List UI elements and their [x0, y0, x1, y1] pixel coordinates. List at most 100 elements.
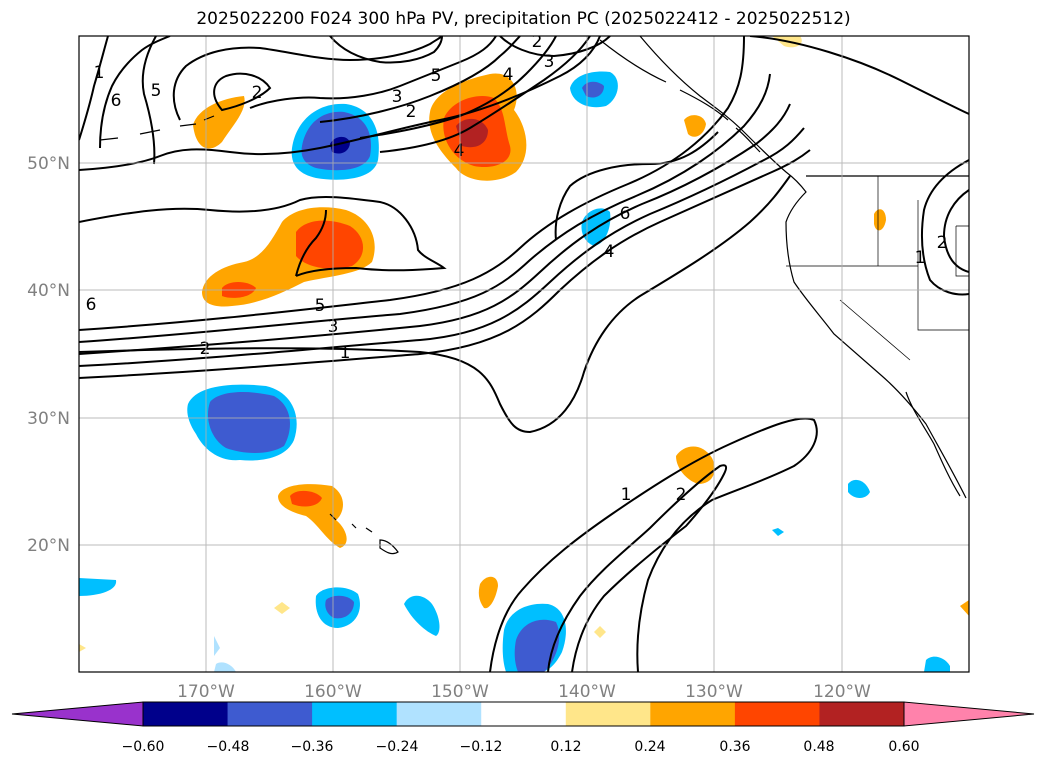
colorbar-extend-right: [903, 701, 1035, 727]
alaska-islands: [599, 39, 761, 153]
colorbar-tick-label: 0.60: [888, 739, 919, 755]
colorbar-extend-left: [11, 701, 144, 727]
pv-contour: [79, 195, 447, 277]
pv-contour-label: 1: [94, 63, 105, 83]
colorbar-tick-label: −0.36: [291, 739, 334, 755]
pv-contour: [79, 127, 805, 367]
pv-contour-label: 2: [937, 233, 948, 253]
pv-contour-label: 3: [392, 87, 403, 107]
pv-contour: [79, 36, 601, 171]
pv-contour: [554, 131, 719, 241]
pv-contour-label: 4: [503, 65, 514, 85]
gridlines: [79, 36, 969, 672]
precip-negative-area: [79, 578, 117, 596]
pv-contour-label: 5: [431, 66, 442, 86]
lat-tick-labels: 50°N 40°N 30°N 20°N: [27, 154, 70, 556]
map-layers: 6 5 3 2 1 6 5 3 2 1 2 3 4 5 2 4 6 4 1 2 …: [79, 32, 969, 672]
colorbar-segment: [143, 702, 229, 726]
pv-contour-label: 1: [621, 485, 632, 505]
pv-contour: [99, 36, 171, 149]
pv-contour-label: 4: [604, 242, 615, 262]
colorbar-tick-label: 0.48: [803, 739, 834, 755]
colorbar-tick-label: 0.24: [634, 739, 665, 755]
pv-contour: [79, 103, 791, 355]
north-america-coastline: [639, 36, 967, 499]
colorbar-segment: [819, 702, 905, 726]
precip-positive-area: [290, 490, 322, 507]
colorbar-segments: [143, 702, 905, 726]
colorbar-segment: [565, 702, 651, 726]
pv-contour: [359, 36, 557, 139]
lon-tick-label: 150°W: [431, 682, 489, 702]
colorbar-segment: [312, 702, 398, 726]
map-frame: [78, 35, 970, 673]
pv-contour: [921, 159, 969, 296]
pv-contour: [79, 73, 771, 343]
pv-contour: [329, 36, 443, 64]
pv-contour-label: 4: [454, 141, 465, 161]
pv-contour: [379, 36, 591, 153]
lon-tick-label: 170°W: [177, 682, 235, 702]
pv-contour-label: 1: [340, 343, 351, 363]
pv-contour: [172, 36, 443, 121]
pv-contour-label: 2: [200, 339, 211, 359]
precip-positive-area: [684, 115, 706, 137]
figure-title: 2025022200 F024 300 hPa PV, precipitatio…: [196, 9, 851, 29]
precip-positive-area: [456, 118, 488, 148]
colorbar-segment: [734, 702, 820, 726]
pv-contour: [489, 417, 818, 672]
pv-contour-label: 1: [915, 248, 926, 268]
pv-contour-label: 2: [676, 485, 687, 505]
pv-contour-label: 6: [86, 295, 97, 315]
pv-contours: [79, 36, 969, 672]
precip-positive-area: [478, 576, 498, 609]
colorbar-tick-label: 0.12: [550, 739, 581, 755]
pv-contour-label: 2: [406, 102, 417, 122]
aleutian-islands: [99, 115, 215, 141]
lat-tick-label: 20°N: [27, 536, 70, 556]
lat-tick-label: 50°N: [27, 154, 70, 174]
precip-positive-area: [960, 600, 969, 616]
precip-negative-area: [325, 595, 354, 619]
pv-contour: [79, 36, 745, 331]
precip-negative-area: [514, 619, 560, 672]
lon-tick-label: 130°W: [685, 682, 743, 702]
colorbar-segment: [396, 702, 482, 726]
precip-negative-area: [404, 595, 440, 636]
precip-positive-area: [79, 644, 86, 652]
pv-contour-label: 2: [252, 83, 263, 103]
colorbar-tick-label: −0.12: [460, 739, 503, 755]
precip-negative-area: [848, 479, 870, 498]
colorbar-segment: [650, 702, 736, 726]
lat-tick-label: 40°N: [27, 281, 70, 301]
lat-tick-label: 30°N: [27, 409, 70, 429]
pv-contour: [213, 72, 272, 112]
colorbar-tick-label: −0.24: [376, 739, 419, 755]
pv-contour-label: 2: [532, 32, 543, 52]
colorbar-tick-label: −0.48: [207, 739, 250, 755]
colorbar-frame: [142, 701, 905, 727]
pv-contour-label: 5: [315, 296, 326, 316]
lon-tick-label: 120°W: [813, 682, 871, 702]
pv-contour-label: 6: [111, 91, 122, 111]
pv-contour-label: 3: [544, 52, 555, 72]
lon-tick-labels: 170°W 160°W 150°W 140°W 130°W 120°W: [177, 682, 871, 702]
state-borders: [786, 176, 969, 361]
precip-positive-area: [874, 209, 886, 231]
lon-tick-label: 140°W: [558, 682, 616, 702]
colorbar: −0.60 −0.48 −0.36 −0.24 −0.12 0.12 0.24 …: [11, 701, 1035, 755]
precip-negative-area: [772, 528, 784, 536]
precip-positive-area: [296, 220, 364, 269]
precip-negative-area: [214, 636, 220, 656]
pv-contour: [749, 36, 969, 115]
precip-positive-area: [274, 602, 290, 614]
precip-negative-area: [924, 656, 950, 672]
pv-contour: [295, 209, 327, 277]
pv-contour: [79, 36, 109, 141]
pv-contour: [499, 36, 611, 58]
lon-tick-label: 160°W: [304, 682, 362, 702]
colorbar-segment: [227, 702, 313, 726]
colorbar-tick-label: −0.60: [122, 739, 165, 755]
colorbar-tick-label: 0.36: [719, 739, 750, 755]
